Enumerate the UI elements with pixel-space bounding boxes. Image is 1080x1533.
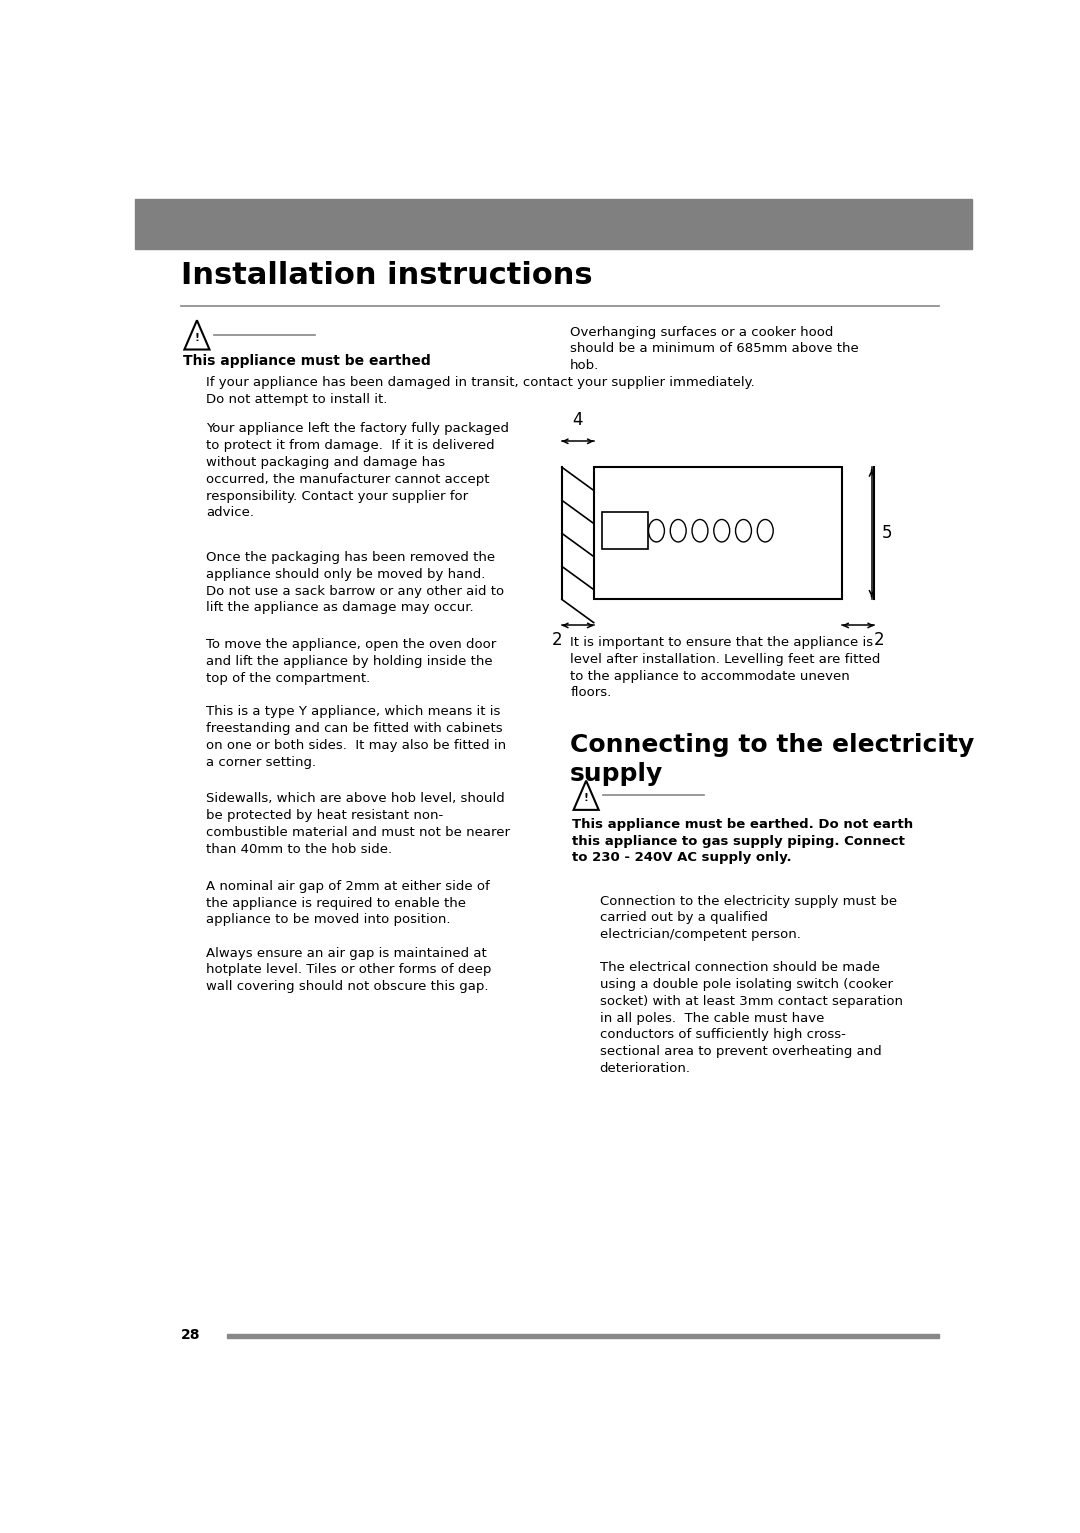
Text: This is a type Y appliance, which means it is
freestanding and can be fitted wit: This is a type Y appliance, which means … — [206, 705, 507, 768]
Text: Connection to the electricity supply must be
carried out by a qualified
electric: Connection to the electricity supply mus… — [599, 895, 896, 941]
Text: Overhanging surfaces or a cooker hood
should be a minimum of 685mm above the
hob: Overhanging surfaces or a cooker hood sh… — [570, 325, 859, 373]
Text: !: ! — [194, 333, 200, 343]
Text: 2: 2 — [552, 632, 563, 650]
Text: 28: 28 — [181, 1328, 201, 1341]
Text: It is important to ensure that the appliance is
level after installation. Levell: It is important to ensure that the appli… — [570, 636, 880, 699]
Text: The electrical connection should be made
using a double pole isolating switch (c: The electrical connection should be made… — [599, 961, 903, 1075]
Text: 2: 2 — [874, 632, 885, 650]
Text: Connecting to the electricity
supply: Connecting to the electricity supply — [570, 733, 974, 785]
Bar — [227, 1334, 939, 1338]
Text: This appliance must be earthed. Do not earth
this appliance to gas supply piping: This appliance must be earthed. Do not e… — [572, 817, 913, 865]
Text: 4: 4 — [572, 411, 583, 429]
Text: Sidewalls, which are above hob level, should
be protected by heat resistant non-: Sidewalls, which are above hob level, sh… — [206, 793, 510, 855]
Text: Always ensure an air gap is maintained at
hotplate level. Tiles or other forms o: Always ensure an air gap is maintained a… — [206, 946, 491, 993]
Text: A nominal air gap of 2mm at either side of
the appliance is required to enable t: A nominal air gap of 2mm at either side … — [206, 880, 490, 926]
Text: To move the appliance, open the oven door
and lift the appliance by holding insi: To move the appliance, open the oven doo… — [206, 638, 497, 685]
Bar — [594, 468, 842, 599]
Text: This appliance must be earthed: This appliance must be earthed — [183, 354, 431, 368]
Text: Once the packaging has been removed the
appliance should only be moved by hand.
: Once the packaging has been removed the … — [206, 550, 504, 615]
Bar — [602, 512, 648, 549]
Bar — [135, 199, 972, 248]
Text: 5: 5 — [881, 524, 892, 543]
Text: Your appliance left the factory fully packaged
to protect it from damage.  If it: Your appliance left the factory fully pa… — [206, 423, 509, 520]
Text: If your appliance has been damaged in transit, contact your supplier immediately: If your appliance has been damaged in tr… — [206, 377, 755, 406]
Text: Installation instructions: Installation instructions — [181, 261, 593, 290]
Text: !: ! — [583, 794, 589, 803]
